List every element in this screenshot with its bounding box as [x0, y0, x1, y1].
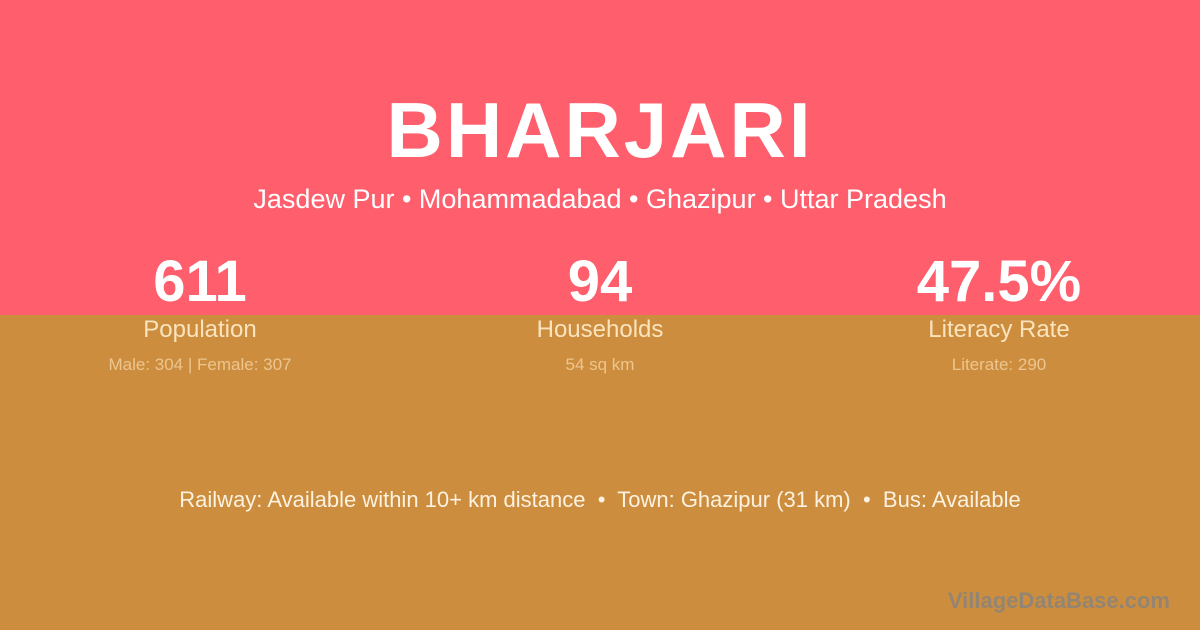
watermark-logo: VillageDataBase.com [947, 588, 1170, 613]
stat-label: Population [143, 316, 257, 343]
stat-value: 611 [153, 249, 247, 314]
breadcrumb: Jasdew Pur • Mohammadabad • Ghazipur • U… [253, 184, 947, 214]
stat-sub: Male: 304 | Female: 307 [108, 355, 292, 374]
header-band [0, 0, 1200, 315]
stat-label: Households [536, 316, 664, 343]
stat-label: Literacy Rate [928, 316, 1070, 343]
connectivity-info: Railway: Available within 10+ km distanc… [179, 487, 1021, 512]
stat-sub: Literate: 290 [951, 355, 1047, 374]
stat-value: 94 [567, 249, 633, 314]
village-title: BHARJARI [386, 86, 814, 174]
stat-value: 47.5% [916, 249, 1082, 314]
stat-sub: 54 sq km [565, 355, 635, 374]
